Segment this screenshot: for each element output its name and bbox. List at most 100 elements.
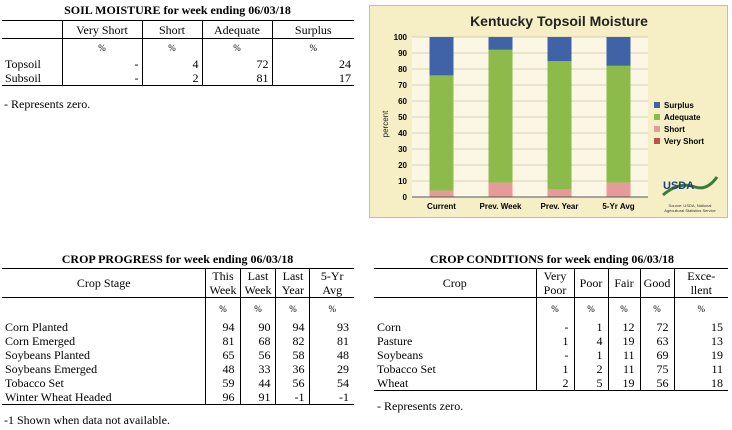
legend-label: Surplus [664, 100, 694, 110]
cell: 65 [205, 347, 241, 362]
soil-header-short: Short [142, 20, 203, 39]
cell: 75 [640, 361, 675, 376]
conditions-header-crop: Crop [374, 268, 537, 298]
cell: 81 [205, 333, 241, 348]
cell: 19 [608, 333, 641, 348]
cell: 11 [608, 347, 641, 362]
progress-unit: % [328, 303, 336, 314]
progress-header-last-year: Last Year [275, 268, 311, 298]
usda-logo-icon: USDA [662, 176, 719, 197]
cell: - [536, 347, 575, 362]
usda-logo: USDA Source: USDA, National Agricultural… [661, 173, 719, 213]
cell: 81 [337, 333, 349, 348]
crop-progress-table: Crop Stage This Week Last Week Last Year 5-… [2, 268, 354, 405]
header-line: Year [281, 283, 305, 297]
cell: 17 [339, 70, 351, 85]
row-label: Corn Emerged [2, 333, 207, 348]
cell: 72 [202, 56, 273, 71]
header-line: Avg [322, 283, 343, 297]
y-tick-label: 100 [394, 33, 408, 42]
row-label: Topsoil [2, 56, 63, 71]
soil-unit: % [202, 38, 273, 57]
chart-ylabel: percent [381, 110, 390, 137]
cell: 56 [275, 375, 311, 390]
conditions-unit-blank [374, 297, 537, 320]
soil-moisture-table: Very Short Short Adequate Surplus % % % … [2, 20, 354, 86]
cell: - [62, 70, 143, 85]
header-line: Very [543, 269, 567, 283]
cell: 93 [337, 319, 349, 334]
table-row: Corn Planted 94 90 94 93 [2, 319, 354, 334]
cell: 58 [275, 347, 311, 362]
topsoil-moisture-chart: 0 10 20 30 40 50 60 70 80 90 100 Current Prev. Week P… [369, 5, 728, 218]
cell: 1 [536, 361, 575, 376]
cell: 63 [640, 333, 675, 348]
conditions-unit: % [697, 303, 706, 314]
table-row: Pasture 1 4 19 63 13 [374, 333, 728, 348]
chart-title: Kentucky Topsoil Moisture [470, 13, 648, 29]
table-row: Winter Wheat Headed 96 91 -1 -1 [2, 389, 354, 404]
table-row: Corn Emerged 81 68 82 81 [2, 333, 354, 348]
cell: 1 [536, 333, 575, 348]
conditions-body: Corn -1 12 72 15 Pasture 1 4 19 63 13 Soybeans -1 11 6… [374, 319, 728, 390]
bar-surplus [488, 37, 513, 50]
table-row: Soybeans -1 11 69 19 [374, 347, 728, 362]
soil-header-surplus: Surplus [294, 22, 332, 37]
cell: 24 [339, 56, 351, 71]
cell: 18 [711, 375, 723, 390]
conditions-header-fair: Fair [608, 268, 641, 298]
table-row: Wheat 2 5 19 56 18 [374, 375, 728, 390]
y-tick-label: 60 [398, 97, 407, 106]
header-line: llent [690, 283, 712, 297]
progress-unit: % [240, 297, 277, 320]
soil-header-blank [2, 20, 63, 39]
progress-unit-blank [2, 297, 207, 320]
y-tick-label: 20 [398, 161, 407, 170]
legend-item: Adequate [654, 111, 704, 123]
row-label: Winter Wheat Headed [2, 389, 207, 404]
row-label: Soybeans [374, 347, 537, 362]
soil-unit: % [309, 42, 318, 53]
header-line: This [212, 269, 234, 283]
bar-surplus [429, 37, 454, 76]
bar-surplus [547, 37, 572, 61]
y-tick-label: 0 [403, 193, 408, 202]
crop-progress-title: CROP PROGRESS for week ending 06/03/18 [61, 252, 294, 266]
y-tick-label: 70 [398, 81, 407, 90]
bar-short [606, 182, 631, 197]
cell: 29 [337, 361, 349, 376]
cell: 5 [574, 375, 609, 390]
cell: 69 [640, 347, 675, 362]
header-line: Week [244, 283, 272, 297]
row-label: Subsoil [2, 70, 63, 85]
cell: - [536, 319, 575, 334]
cell: 68 [240, 333, 277, 348]
legend-item: Short [654, 123, 704, 135]
conditions-unit: % [536, 297, 575, 320]
header-line: Poor [543, 283, 567, 297]
conditions-header-poor: Poor [574, 268, 609, 298]
table-row: Soybeans Emerged 48 33 36 29 [2, 361, 354, 376]
y-tick-label: 90 [398, 49, 407, 58]
cell: 96 [205, 389, 241, 404]
table-row: Topsoil - 4 72 24 [2, 56, 354, 71]
conditions-header-good: Good [640, 268, 675, 298]
cell: 54 [337, 375, 349, 390]
table-row: Tobacco Set 59 44 56 54 [2, 375, 354, 390]
cell: 94 [205, 319, 241, 334]
cell: 2 [574, 361, 609, 376]
legend-swatch-very-short [654, 138, 660, 144]
row-label: Corn Planted [2, 319, 207, 334]
cell: 44 [240, 375, 277, 390]
bar-adequate [429, 75, 454, 191]
row-label: Soybeans Emerged [2, 361, 207, 376]
row-label: Wheat [374, 375, 537, 390]
table-row: Tobacco Set 1 2 11 75 11 [374, 361, 728, 376]
header-line: Week [209, 283, 237, 297]
legend-swatch-surplus [654, 102, 660, 108]
cell: 36 [275, 361, 311, 376]
cell: 19 [608, 375, 641, 390]
conditions-header-very-poor: Very Poor [536, 268, 575, 298]
soil-header-adequate: Adequate [202, 20, 273, 39]
row-label: Pasture [374, 333, 537, 348]
